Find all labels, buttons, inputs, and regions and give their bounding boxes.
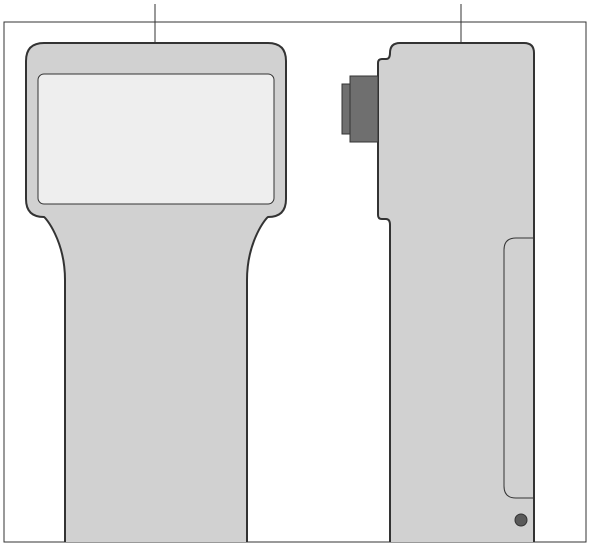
technical-drawing <box>0 0 589 548</box>
side-lens-outer <box>350 76 378 142</box>
side-lens-inner <box>342 84 350 134</box>
side-dot <box>515 514 527 526</box>
side-body-outline <box>378 43 534 548</box>
front-view <box>26 43 286 548</box>
side-view <box>342 43 534 548</box>
front-screen <box>38 74 274 204</box>
